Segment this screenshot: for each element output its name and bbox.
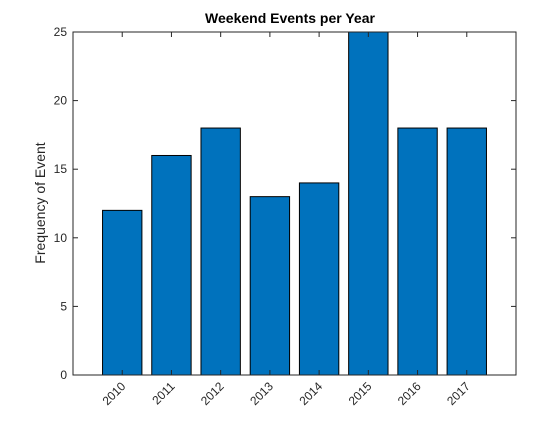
y-tick-label: 25: [54, 25, 68, 39]
bar-2017: [446, 127, 487, 376]
y-tick-label: 0: [60, 368, 67, 382]
y-tick-label: 5: [60, 299, 67, 313]
x-tick-label-2011: 2011: [149, 379, 177, 407]
bar-2013: [249, 196, 291, 376]
x-tick-label-2016: 2016: [395, 379, 424, 408]
x-tick-label-2017: 2017: [444, 379, 473, 408]
y-ticks-group: 0 5 10 15 20 25: [54, 25, 516, 382]
y-axis-title: Frequency of Event: [32, 142, 48, 264]
x-tick-label-2012: 2012: [198, 379, 227, 408]
bar-2010: [102, 209, 143, 376]
bars-group: [102, 31, 487, 376]
y-tick-label: 15: [54, 162, 68, 176]
x-tick-label-2014: 2014: [296, 379, 325, 408]
y-tick-label: 10: [54, 231, 68, 245]
y-tick-label: 20: [54, 94, 68, 108]
axes-box: [72, 31, 517, 376]
chart-title: Weekend Events per Year: [205, 10, 375, 26]
axes-group: [72, 31, 517, 376]
bar-2015: [348, 31, 389, 376]
bar-2014: [298, 182, 340, 376]
bar-2011: [151, 154, 192, 376]
bar-2012: [200, 127, 241, 376]
x-tick-label-2015: 2015: [346, 379, 375, 408]
x-tick-label-2010: 2010: [100, 379, 129, 408]
bar-2016: [397, 127, 438, 376]
x-tick-label-2013: 2013: [247, 379, 276, 408]
